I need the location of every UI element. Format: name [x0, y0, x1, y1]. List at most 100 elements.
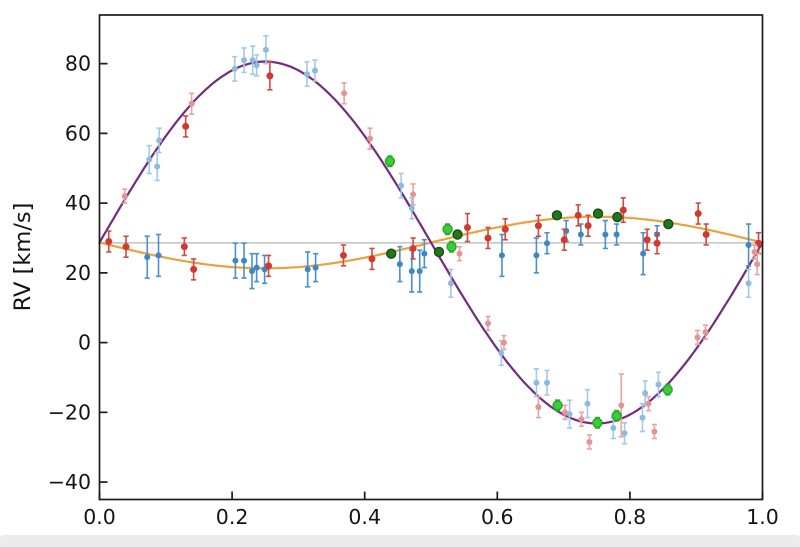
x-tick-label: 0.2 [216, 505, 249, 529]
data-point [602, 231, 609, 238]
data-point [188, 100, 195, 107]
data-point [484, 234, 492, 242]
series-pink-measurements [121, 82, 761, 450]
data-point [655, 381, 662, 388]
data-point [694, 334, 701, 341]
data-point [663, 218, 674, 230]
primary-orbit-model [98, 60, 764, 425]
data-point [232, 257, 239, 264]
data-point [694, 210, 702, 218]
data-point [592, 208, 604, 219]
data-point [577, 231, 584, 238]
data-point [146, 156, 153, 163]
data-point [367, 135, 374, 142]
data-point [702, 231, 710, 239]
data-point [241, 57, 248, 64]
series-primary-light-blue [146, 34, 752, 445]
data-point [456, 250, 463, 257]
data-point [262, 46, 269, 53]
data-point [311, 67, 318, 74]
data-point [408, 205, 415, 212]
data-point [592, 417, 603, 429]
data-point [619, 206, 627, 214]
y-tick-label: 20 [65, 261, 91, 285]
x-tick-label: 0.8 [614, 505, 647, 529]
data-point [498, 350, 505, 357]
data-point [745, 241, 752, 248]
data-point [409, 244, 417, 252]
data-point [643, 236, 651, 244]
data-point [154, 163, 161, 170]
data-point [368, 255, 376, 263]
data-point [398, 182, 405, 189]
data-point [544, 379, 551, 386]
data-point [642, 390, 649, 397]
data-point [651, 428, 658, 435]
data-point [551, 210, 563, 221]
data-point [584, 400, 591, 407]
data-point [500, 339, 507, 346]
data-point [384, 156, 396, 167]
series-dark-green-measurements [386, 208, 674, 259]
data-point [312, 264, 319, 271]
data-point [144, 254, 151, 261]
data-point [241, 257, 248, 264]
data-point [442, 224, 453, 235]
data-point [452, 229, 463, 240]
data-point [182, 122, 190, 130]
data-point [533, 252, 540, 259]
x-tick-label: 1.0 [746, 505, 779, 529]
data-point [560, 236, 568, 244]
data-point [253, 264, 260, 271]
data-point [610, 425, 617, 432]
data-point [249, 57, 256, 64]
data-point [463, 224, 471, 232]
data-point [754, 261, 761, 268]
data-point [155, 252, 162, 259]
series-bright-green-measurements [384, 155, 673, 429]
data-point [265, 262, 273, 270]
data-point [248, 268, 255, 275]
data-point [662, 384, 673, 395]
data-point [447, 280, 454, 287]
x-tick-label: 0.6 [481, 505, 514, 529]
data-point [408, 268, 415, 275]
data-point [618, 402, 625, 409]
data-point [653, 239, 661, 247]
y-tick-label: −20 [48, 400, 91, 424]
data-point [552, 400, 563, 411]
data-point [180, 243, 188, 251]
x-tick-label: 0.4 [348, 505, 381, 529]
data-point [156, 137, 163, 144]
data-point [544, 240, 551, 247]
data-point [485, 320, 492, 327]
data-point [621, 430, 628, 437]
data-point [578, 416, 585, 423]
data-point [386, 248, 397, 259]
data-point [122, 243, 130, 251]
data-point [574, 211, 582, 219]
data-point [501, 225, 509, 233]
data-point [304, 266, 311, 273]
series-red-measurements [105, 61, 763, 281]
data-point [266, 72, 274, 80]
y-tick-label: −40 [48, 470, 91, 494]
y-axis-title: RV [km/s] [10, 203, 36, 312]
y-tick-label: 60 [65, 121, 91, 145]
data-point [640, 250, 647, 257]
data-point [611, 410, 622, 422]
data-point [534, 222, 542, 230]
data-point [339, 251, 347, 259]
data-point [410, 191, 417, 198]
data-point [231, 65, 238, 72]
y-tick-label: 80 [65, 52, 91, 76]
x-tick-label: 0.0 [83, 505, 116, 529]
data-point [535, 404, 542, 411]
data-point [341, 90, 348, 97]
y-tick-label: 40 [65, 191, 91, 215]
data-point [566, 411, 573, 418]
data-point [304, 71, 311, 78]
